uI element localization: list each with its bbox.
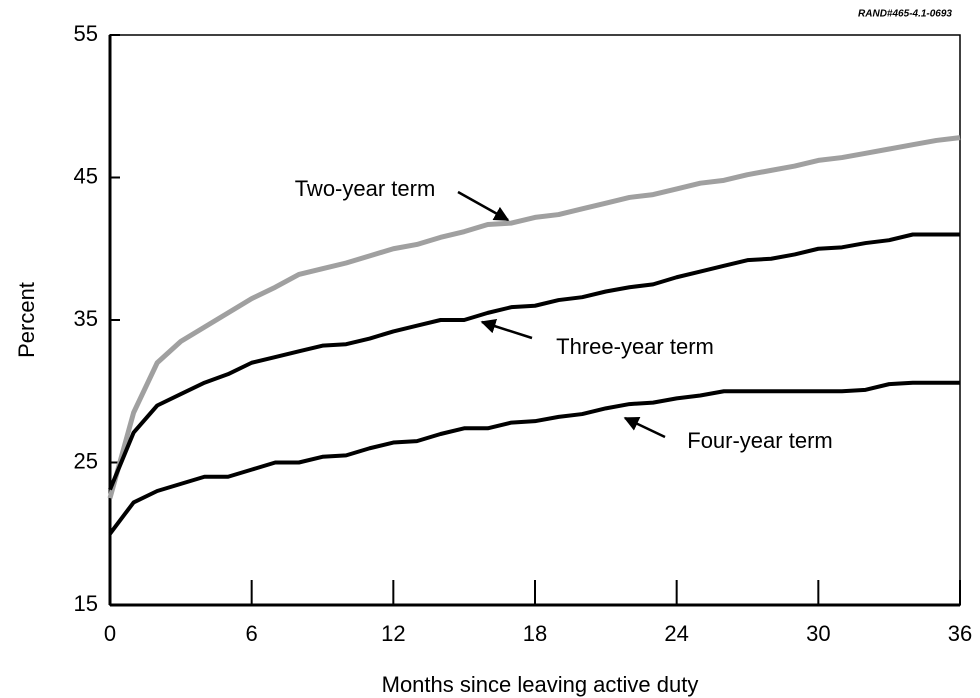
x-tick-label: 30	[806, 621, 830, 646]
x-tick-label: 36	[948, 621, 972, 646]
series-annotation: Four-year term	[687, 428, 832, 453]
y-tick-label: 55	[74, 21, 98, 46]
annotation-arrow	[457, 190, 510, 222]
annotation-arrow	[623, 416, 666, 439]
y-tick-label: 45	[74, 163, 98, 188]
x-tick-label: 18	[523, 621, 547, 646]
annotation-arrow	[480, 318, 533, 340]
y-axis-label: Percent	[14, 282, 39, 358]
x-axis-label: Months since leaving active duty	[382, 672, 699, 697]
series-line	[108, 232, 960, 491]
x-tick-label: 6	[246, 621, 258, 646]
series-annotation: Two-year term	[295, 176, 436, 201]
plot-frame	[109, 34, 961, 606]
corner-note: RAND#465-4.1-0693	[858, 9, 952, 20]
y-tick-label: 25	[74, 448, 98, 473]
series-line	[107, 135, 961, 499]
x-tick-label: 0	[104, 621, 116, 646]
series-line	[108, 380, 960, 535]
x-tick-label: 12	[381, 621, 405, 646]
x-tick-label: 24	[664, 621, 688, 646]
series-annotation: Three-year term	[556, 334, 714, 359]
y-tick-label: 35	[74, 306, 98, 331]
y-tick-label: 15	[74, 591, 98, 616]
